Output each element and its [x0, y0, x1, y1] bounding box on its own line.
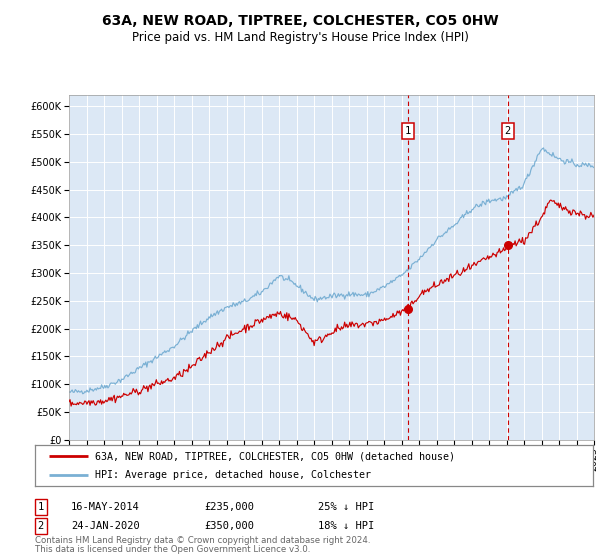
Text: £350,000: £350,000 — [204, 521, 254, 531]
Text: 16-MAY-2014: 16-MAY-2014 — [71, 502, 140, 512]
Text: 24-JAN-2020: 24-JAN-2020 — [71, 521, 140, 531]
Text: 18% ↓ HPI: 18% ↓ HPI — [318, 521, 374, 531]
Text: Price paid vs. HM Land Registry's House Price Index (HPI): Price paid vs. HM Land Registry's House … — [131, 31, 469, 44]
Text: 63A, NEW ROAD, TIPTREE, COLCHESTER, CO5 0HW (detached house): 63A, NEW ROAD, TIPTREE, COLCHESTER, CO5 … — [95, 451, 455, 461]
Text: Contains HM Land Registry data © Crown copyright and database right 2024.: Contains HM Land Registry data © Crown c… — [35, 536, 370, 545]
Text: £235,000: £235,000 — [204, 502, 254, 512]
Text: 1: 1 — [405, 127, 411, 137]
Text: 1: 1 — [38, 502, 44, 512]
Text: 2: 2 — [505, 127, 511, 137]
Text: This data is licensed under the Open Government Licence v3.0.: This data is licensed under the Open Gov… — [35, 545, 310, 554]
Text: 2: 2 — [38, 521, 44, 531]
Text: HPI: Average price, detached house, Colchester: HPI: Average price, detached house, Colc… — [95, 470, 371, 480]
Text: 25% ↓ HPI: 25% ↓ HPI — [318, 502, 374, 512]
Text: 63A, NEW ROAD, TIPTREE, COLCHESTER, CO5 0HW: 63A, NEW ROAD, TIPTREE, COLCHESTER, CO5 … — [101, 14, 499, 28]
